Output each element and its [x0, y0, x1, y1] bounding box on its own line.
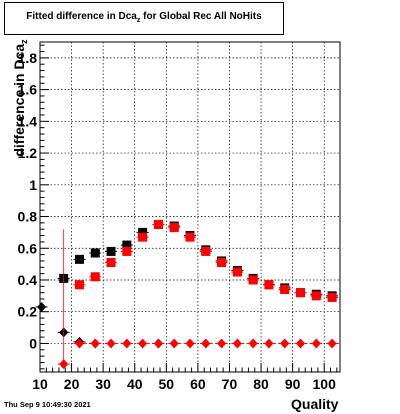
chart-title-subscript: z: [136, 17, 141, 24]
data-point-square-red: [248, 275, 258, 285]
x-tick-label: 100: [313, 376, 337, 392]
y-tick-label: 0.6: [18, 240, 38, 256]
data-point-square-black: [106, 246, 116, 256]
data-point-diamond-red: [74, 338, 84, 349]
data-point-diamond-red: [280, 338, 290, 349]
data-point-square-red: [185, 232, 195, 242]
y-tick-label: 1.6: [18, 82, 38, 98]
data-point-square-black: [122, 240, 132, 250]
data-point-square-red: [296, 288, 306, 298]
x-axis-label: Quality: [291, 396, 339, 412]
x-tick-label: 70: [222, 376, 238, 392]
data-point-square-red: [138, 232, 148, 242]
data-point-diamond-red: [264, 338, 274, 349]
chart-title-suffix: for Global Rec All NoHits: [140, 11, 262, 22]
y-tick-label: 0.2: [18, 304, 38, 320]
data-point-diamond-red: [90, 338, 100, 349]
data-point-square-red: [122, 246, 132, 256]
data-point-square-red: [106, 258, 116, 268]
data-point-diamond-red: [138, 338, 148, 349]
data-point-diamond-red: [59, 359, 69, 370]
data-point-square-red: [232, 267, 242, 277]
data-point-square-red: [201, 246, 211, 256]
data-point-square-red: [153, 219, 163, 229]
data-point-square-black: [90, 248, 100, 258]
x-tick-label: 50: [159, 376, 175, 392]
data-point-square-red: [90, 272, 100, 282]
data-point-square-red: [327, 292, 337, 302]
y-tick-label: 1.2: [18, 145, 38, 161]
y-tick-label: 1.4: [18, 113, 38, 129]
data-point-diamond-red: [122, 338, 132, 349]
y-tick-label: 0.8: [18, 209, 38, 225]
x-tick-label: 60: [190, 376, 206, 392]
data-point-diamond-red: [232, 338, 242, 349]
data-point-diamond-red: [169, 338, 179, 349]
chart-title-main: Fitted difference in Dca: [26, 11, 137, 22]
x-tick-label: 40: [127, 376, 143, 392]
data-point-square-red: [280, 285, 290, 294]
data-point-diamond-red: [106, 338, 116, 349]
title-box: Fitted difference in Dcaz for Global Rec…: [4, 2, 284, 35]
data-point-diamond-red: [311, 338, 321, 349]
x-tick-label: 80: [253, 376, 269, 392]
plot-frame: [39, 41, 341, 373]
data-point-diamond-black: [37, 301, 47, 312]
x-tick-label: 90: [285, 376, 301, 392]
data-point-diamond-red: [248, 338, 258, 349]
x-tick-label: 30: [95, 376, 111, 392]
data-point-diamond-red: [217, 338, 227, 349]
y-tick-label: 0.4: [18, 272, 38, 288]
x-tick-label: 20: [64, 376, 80, 392]
data-point-square-red: [74, 280, 84, 290]
data-point-square-red: [217, 258, 227, 268]
data-point-square-black: [138, 227, 148, 237]
data-point-diamond-red: [185, 338, 195, 349]
data-point-diamond-red: [153, 338, 163, 349]
data-point-diamond-red: [201, 338, 211, 349]
data-point-square-black: [74, 254, 84, 264]
x-tick-label: 10: [32, 376, 48, 392]
data-point-square-red: [169, 223, 179, 233]
data-point-diamond-red: [327, 338, 337, 349]
data-point-square-red: [264, 280, 274, 290]
timestamp: Thu Sep 9 10:49:30 2021: [4, 400, 91, 409]
data-point-diamond-red: [296, 338, 306, 349]
y-tick-label: 1: [29, 177, 37, 193]
y-tick-label: 0: [29, 335, 37, 351]
chart-title: Fitted difference in Dcaz for Global Rec…: [5, 11, 283, 24]
y-tick-label: 1.8: [18, 50, 38, 66]
data-point-square-red: [311, 291, 321, 301]
